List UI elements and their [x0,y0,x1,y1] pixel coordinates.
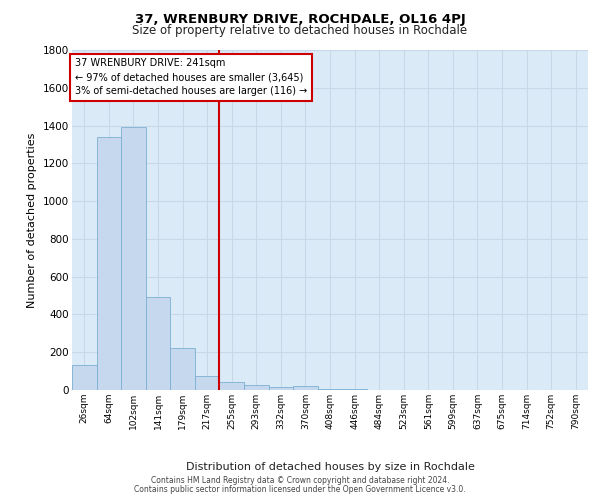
Bar [121,126,146,390]
Bar [244,385,269,390]
Text: 37, WRENBURY DRIVE, ROCHDALE, OL16 4PJ: 37, WRENBURY DRIVE, ROCHDALE, OL16 4PJ [134,12,466,26]
Text: Contains public sector information licensed under the Open Government Licence v3: Contains public sector information licen… [134,484,466,494]
Bar [97,137,121,390]
Text: Contains HM Land Registry data © Crown copyright and database right 2024.: Contains HM Land Registry data © Crown c… [151,476,449,485]
Bar [269,386,293,390]
Text: Size of property relative to detached houses in Rochdale: Size of property relative to detached ho… [133,24,467,37]
Y-axis label: Number of detached properties: Number of detached properties [28,132,37,308]
Bar [72,366,97,390]
Bar [220,382,244,390]
Bar [170,348,195,390]
Bar [318,389,342,390]
Text: 37 WRENBURY DRIVE: 241sqm
← 97% of detached houses are smaller (3,645)
3% of sem: 37 WRENBURY DRIVE: 241sqm ← 97% of detac… [74,58,307,96]
Bar [293,386,318,390]
Text: Distribution of detached houses by size in Rochdale: Distribution of detached houses by size … [185,462,475,472]
Bar [146,296,170,390]
Bar [195,376,220,390]
